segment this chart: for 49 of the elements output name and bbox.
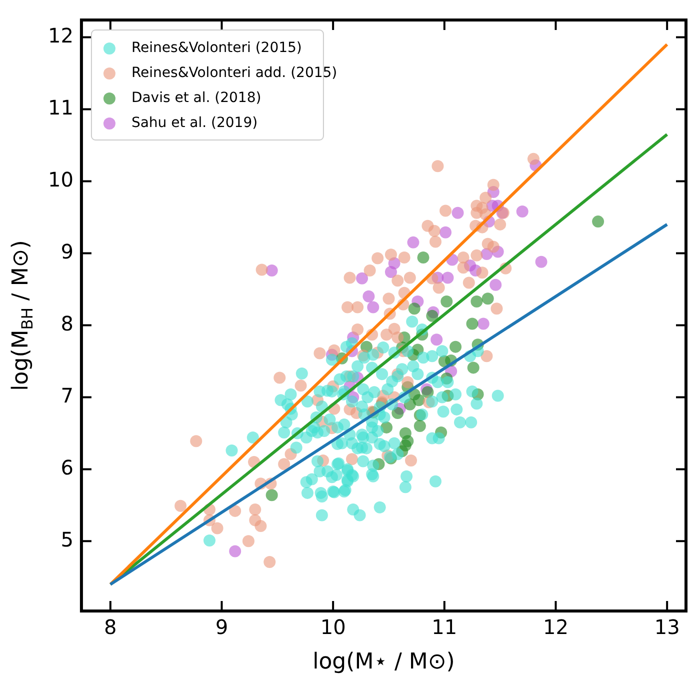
y-tick-label: 6 xyxy=(60,455,74,480)
y-tick-label: 11 xyxy=(48,95,74,120)
x-tick-label: 10 xyxy=(320,615,346,640)
y-tick-label: 7 xyxy=(60,383,74,408)
legend-label: Davis et al. (2018) xyxy=(131,90,262,106)
y-tick-label: 12 xyxy=(48,23,74,48)
point xyxy=(362,290,375,302)
point xyxy=(490,278,502,291)
legend-label: Reines&Volonteri add. (2015) xyxy=(131,65,338,82)
point xyxy=(450,340,462,353)
legend-label: Reines&Volonteri (2015) xyxy=(131,40,302,56)
point xyxy=(516,205,528,218)
point xyxy=(417,252,430,264)
point xyxy=(442,272,454,284)
x-tick-label: 8 xyxy=(104,615,117,640)
point xyxy=(422,386,434,398)
x-tick-label: 11 xyxy=(432,615,458,640)
point xyxy=(466,318,478,330)
point xyxy=(392,407,404,420)
point xyxy=(482,292,494,305)
point xyxy=(266,264,278,277)
y-tick-label: 9 xyxy=(60,239,74,264)
point xyxy=(384,266,397,278)
x-tick-label: 12 xyxy=(543,615,568,640)
point xyxy=(592,216,604,228)
y-tick-label: 8 xyxy=(60,311,74,336)
point xyxy=(229,545,242,558)
point xyxy=(535,256,548,268)
point xyxy=(440,295,453,308)
point xyxy=(356,272,368,284)
point xyxy=(407,236,420,248)
x-tick-label: 9 xyxy=(215,615,228,640)
x-tick-label: 13 xyxy=(654,615,680,640)
legend-label: Sahu et al. (2019) xyxy=(131,115,258,132)
x-axis-title: log(M⋆ / M⊙) xyxy=(312,650,455,675)
point xyxy=(367,301,380,314)
point xyxy=(440,226,452,238)
point xyxy=(452,206,464,219)
point xyxy=(467,362,480,374)
y-tick-label: 5 xyxy=(60,527,74,552)
point xyxy=(477,318,490,330)
y-tick-label: 10 xyxy=(48,167,74,192)
point xyxy=(430,334,443,346)
point xyxy=(470,295,483,308)
point xyxy=(414,420,426,432)
point xyxy=(426,310,438,322)
point xyxy=(408,302,420,315)
point xyxy=(266,489,278,502)
y-axis-title: log(MBH / M⊙) xyxy=(8,240,37,391)
